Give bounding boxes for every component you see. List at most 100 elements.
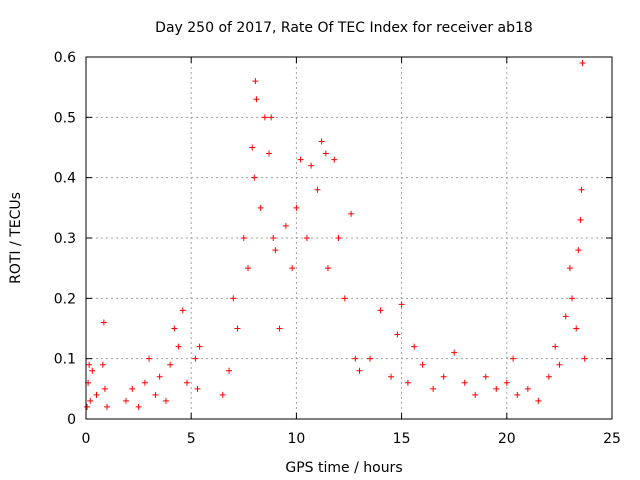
y-axis-label: ROTI / TECUs <box>8 192 24 284</box>
data-point <box>411 343 418 350</box>
data-point <box>472 391 479 398</box>
x-tick-label: 10 <box>287 431 305 447</box>
data-point <box>100 319 107 326</box>
y-tick-label: 0.1 <box>54 352 76 368</box>
data-point <box>556 361 563 368</box>
data-point <box>249 144 256 151</box>
data-point <box>171 325 178 332</box>
data-point <box>575 247 582 254</box>
data-point <box>552 343 559 350</box>
data-point <box>578 186 585 193</box>
data-point <box>89 367 96 374</box>
data-point <box>482 373 489 380</box>
y-tick-label: 0.3 <box>54 231 76 247</box>
data-point <box>251 174 258 181</box>
data-point <box>581 355 588 362</box>
data-point <box>419 361 426 368</box>
data-point <box>404 379 411 386</box>
plot-frame <box>85 56 613 420</box>
x-tick-label: 0 <box>82 431 91 447</box>
data-points <box>84 60 588 410</box>
data-point <box>270 235 277 241</box>
data-point <box>566 265 573 272</box>
data-point <box>579 60 586 67</box>
y-tick-label: 0.6 <box>54 50 76 66</box>
data-point <box>430 385 437 392</box>
data-point <box>461 379 468 386</box>
x-tick-label: 15 <box>393 431 411 447</box>
data-point <box>493 385 500 392</box>
data-point <box>252 78 259 85</box>
data-point <box>293 204 300 211</box>
data-point <box>282 222 289 229</box>
data-point <box>573 325 580 332</box>
data-point <box>289 265 296 272</box>
data-point <box>308 162 315 169</box>
data-point <box>266 150 273 157</box>
x-tick-label: 5 <box>187 431 196 447</box>
data-point <box>318 138 325 145</box>
data-point <box>87 397 94 404</box>
data-point <box>388 373 395 380</box>
data-point <box>335 235 342 241</box>
grid-lines <box>86 57 612 419</box>
data-point <box>253 96 260 103</box>
data-point <box>179 307 186 314</box>
data-point <box>135 403 142 410</box>
data-point <box>156 373 163 380</box>
data-point <box>398 301 405 308</box>
data-point <box>303 235 310 241</box>
data-point <box>331 156 338 163</box>
data-point <box>322 150 329 157</box>
data-point <box>86 361 93 368</box>
y-tick-label: 0.2 <box>54 291 76 307</box>
data-point <box>245 265 252 272</box>
data-point <box>377 307 384 314</box>
data-point <box>348 210 355 217</box>
y-tick-label: 0.4 <box>54 171 76 187</box>
data-point <box>234 325 241 332</box>
data-point <box>240 235 247 241</box>
data-point <box>503 379 510 386</box>
y-tick-label: 0 <box>67 412 76 428</box>
data-point <box>394 331 401 338</box>
data-point <box>219 391 226 398</box>
data-point <box>93 391 100 398</box>
y-tick-label: 0.5 <box>54 110 76 126</box>
data-point <box>324 265 331 272</box>
data-point <box>230 295 237 302</box>
data-point <box>141 379 148 386</box>
data-point <box>167 361 174 368</box>
axis-ticks: 0 5 10 15 20 25 0 0.1 0.2 0.3 0.4 0.5 0.6 <box>54 50 621 447</box>
data-point <box>192 355 199 362</box>
data-point <box>175 343 182 350</box>
data-point <box>297 156 304 163</box>
data-point <box>129 385 136 392</box>
data-point <box>356 367 363 374</box>
data-point <box>451 349 458 356</box>
data-point <box>341 295 348 302</box>
data-point <box>569 295 576 302</box>
data-point <box>577 216 584 223</box>
data-point <box>99 361 106 368</box>
data-point <box>226 367 233 374</box>
data-point <box>146 355 153 362</box>
data-point <box>524 385 531 392</box>
data-point <box>194 385 201 392</box>
x-axis-label: GPS time / hours <box>285 460 402 476</box>
data-point <box>545 373 552 380</box>
x-tick-label: 25 <box>603 431 621 447</box>
data-point <box>152 391 159 398</box>
data-point <box>162 397 169 404</box>
data-point <box>183 379 190 386</box>
data-point <box>122 397 129 404</box>
data-point <box>440 373 447 380</box>
chart-title: Day 250 of 2017, Rate Of TEC Index for r… <box>155 20 533 36</box>
data-point <box>276 325 283 332</box>
data-point <box>510 355 517 362</box>
data-point <box>257 204 264 211</box>
data-point <box>535 397 542 404</box>
data-point <box>268 114 275 121</box>
data-point <box>101 385 108 392</box>
data-point <box>261 114 268 121</box>
